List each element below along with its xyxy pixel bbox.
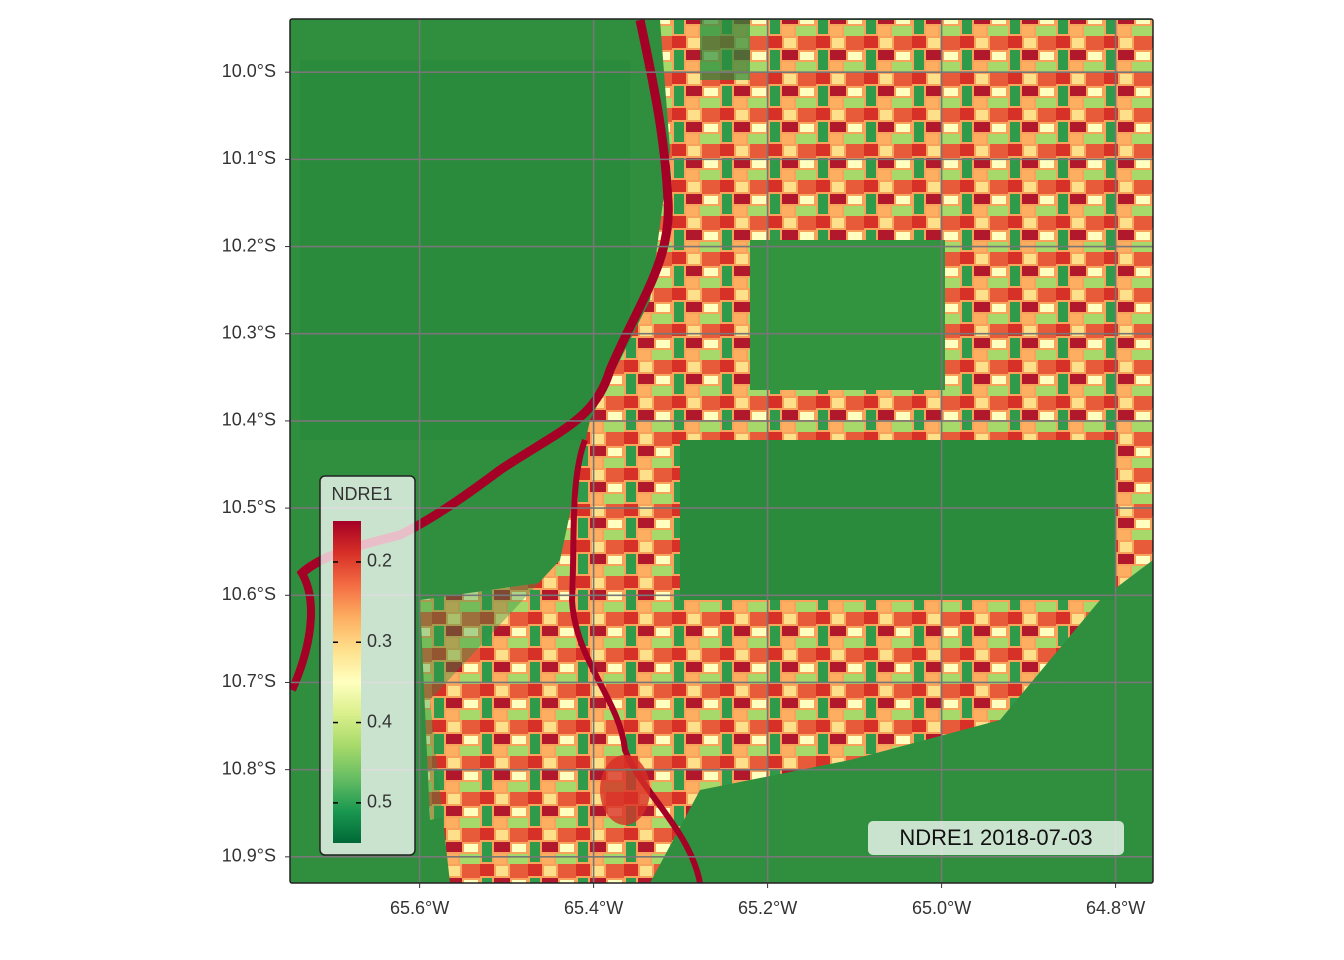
annotation-box	[868, 821, 1124, 855]
plot-border	[289, 18, 1154, 884]
legend-tick-label: 0.4	[367, 711, 392, 731]
legend-tick-label: 0.3	[367, 631, 392, 651]
raster	[290, 19, 1153, 883]
y-tick-label: 10.0°S	[222, 61, 276, 81]
y-tick-label: 10.7°S	[222, 671, 276, 691]
x-tick-label: 65.0°W	[912, 898, 971, 918]
y-tick-label: 10.6°S	[222, 584, 276, 604]
x-tick-label: 64.8°W	[1086, 898, 1145, 918]
y-tick-label: 10.5°S	[222, 497, 276, 517]
colorbar	[333, 521, 361, 843]
y-tick-label: 10.4°S	[222, 410, 276, 430]
x-tick-label: 65.2°W	[738, 898, 797, 918]
y-tick-label: 10.8°S	[222, 758, 276, 778]
legend-title: NDRE1	[331, 484, 392, 504]
annotation: NDRE1 2018-07-03	[899, 825, 1092, 850]
x-tick-label: 65.4°W	[564, 898, 623, 918]
grid	[290, 19, 1153, 883]
y-tick-label: 10.2°S	[222, 235, 276, 255]
y-tick-label: 10.1°S	[222, 148, 276, 168]
legend-tick-label: 0.2	[367, 551, 392, 571]
legend-tick-label: 0.5	[367, 792, 392, 812]
y-tick-label: 10.3°S	[222, 322, 276, 342]
y-tick-label: 10.9°S	[222, 846, 276, 866]
x-tick-label: 65.6°W	[390, 898, 449, 918]
